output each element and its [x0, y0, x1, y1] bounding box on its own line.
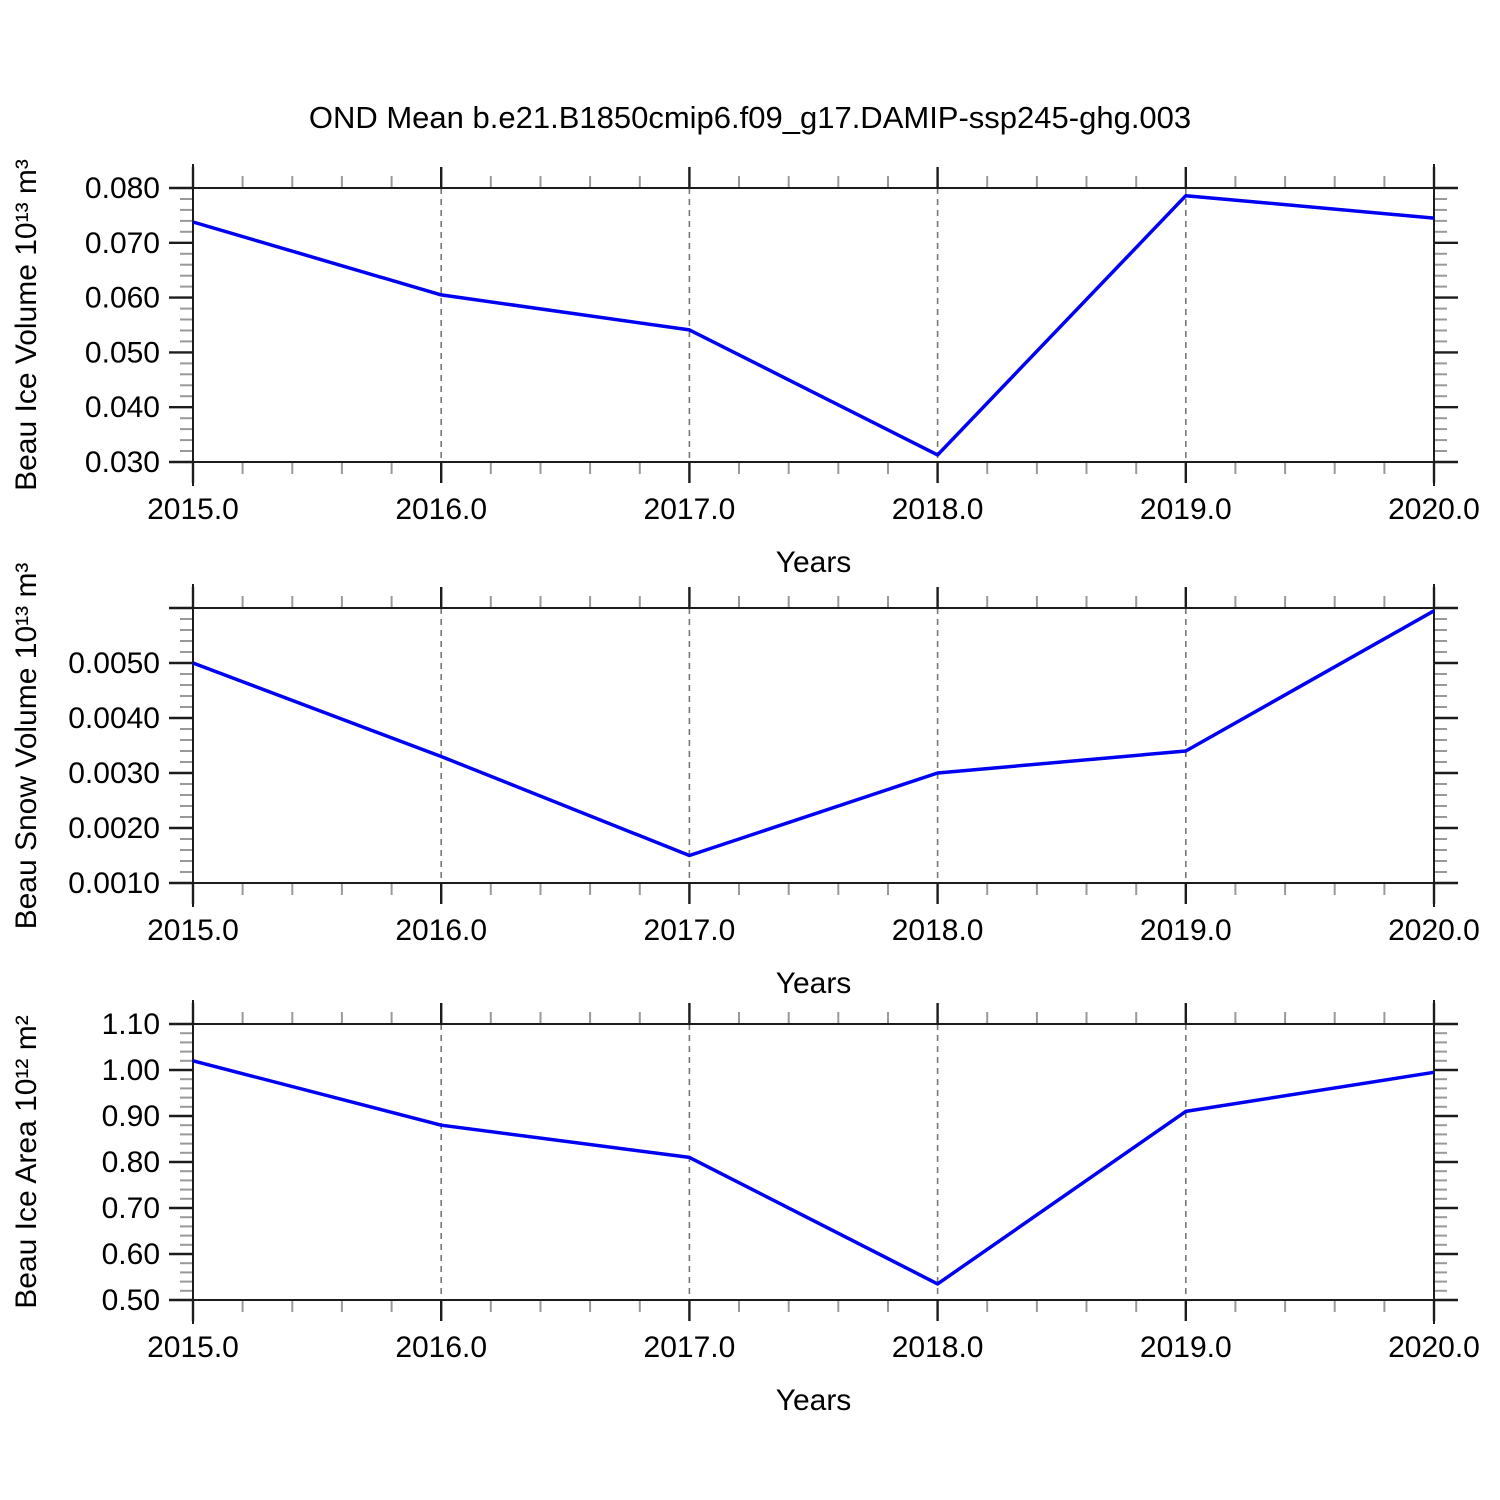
x-tick-label: 2020.0 [1388, 914, 1480, 947]
y-tick-label: 0.0050 [68, 647, 160, 680]
chart-title: OND Mean b.e21.B1850cmip6.f09_g17.DAMIP-… [309, 100, 1191, 135]
y-tick-label: 0.0030 [68, 757, 160, 790]
x-tick-label: 2017.0 [644, 914, 736, 947]
x-tick-label: 2020.0 [1388, 493, 1480, 526]
y-tick-label: 0.70 [102, 1192, 160, 1225]
y-tick-label: 0.90 [102, 1100, 160, 1133]
x-tick-label: 2016.0 [395, 914, 487, 947]
x-tick-label: 2015.0 [147, 1331, 239, 1364]
x-tick-label: 2017.0 [644, 1331, 736, 1364]
panels-group: 0.030 0.040 0.050 0.060 0.070 0.080 2015.0 2016… [10, 159, 1480, 1417]
x-tick-label: 2016.0 [395, 493, 487, 526]
x-tick-label: 2017.0 [644, 493, 736, 526]
x-tick-label: 2019.0 [1140, 493, 1232, 526]
y-axis-title: Beau Ice Area 10¹² m² [10, 1015, 43, 1308]
x-tick-label: 2018.0 [892, 914, 984, 947]
y-tick-label: 0.0010 [68, 867, 160, 900]
x-tick-label: 2016.0 [395, 1331, 487, 1364]
x-tick-label: 2015.0 [147, 914, 239, 947]
x-tick-label: 2020.0 [1388, 1331, 1480, 1364]
x-tick-label: 2015.0 [147, 493, 239, 526]
x-tick-label: 2019.0 [1140, 914, 1232, 947]
y-tick-label: 0.060 [85, 282, 160, 315]
y-tick-label: 0.0040 [68, 702, 160, 735]
y-tick-label: 0.0020 [68, 812, 160, 845]
data-line [192, 609, 1435, 858]
x-axis-title: Years [776, 1384, 852, 1417]
y-tick-label: 1.10 [102, 1008, 160, 1041]
data-line [192, 1059, 1435, 1286]
panel-3: 0.50 0.60 0.70 0.80 0.90 1.00 1.10 2015.0 2016.0… [10, 1000, 1480, 1417]
y-tick-label: 0.070 [85, 227, 160, 260]
y-axis-title: Beau Ice Volume 10¹³ m³ [10, 159, 43, 491]
y-tick-label: 0.050 [85, 336, 160, 369]
y-tick-label: 0.60 [102, 1238, 160, 1271]
y-tick-label: 0.040 [85, 391, 160, 424]
y-axis-title: Beau Snow Volume 10¹³ m³ [10, 563, 43, 930]
x-axis-title: Years [776, 967, 852, 1000]
panel-2: 0.0010 0.0020 0.0030 0.0040 0.0050 2015.0 2016… [10, 563, 1480, 1000]
x-axis-title: Years [776, 546, 852, 579]
y-tick-label: 1.00 [102, 1054, 160, 1087]
data-line [192, 193, 1435, 457]
x-tick-label: 2018.0 [892, 1331, 984, 1364]
y-tick-label: 0.080 [85, 172, 160, 205]
panel-1: 0.030 0.040 0.050 0.060 0.070 0.080 2015.0 2016… [10, 159, 1480, 579]
x-tick-label: 2019.0 [1140, 1331, 1232, 1364]
y-tick-label: 0.80 [102, 1146, 160, 1179]
y-tick-label: 0.50 [102, 1284, 160, 1317]
y-tick-label: 0.030 [85, 446, 160, 479]
x-tick-label: 2018.0 [892, 493, 984, 526]
